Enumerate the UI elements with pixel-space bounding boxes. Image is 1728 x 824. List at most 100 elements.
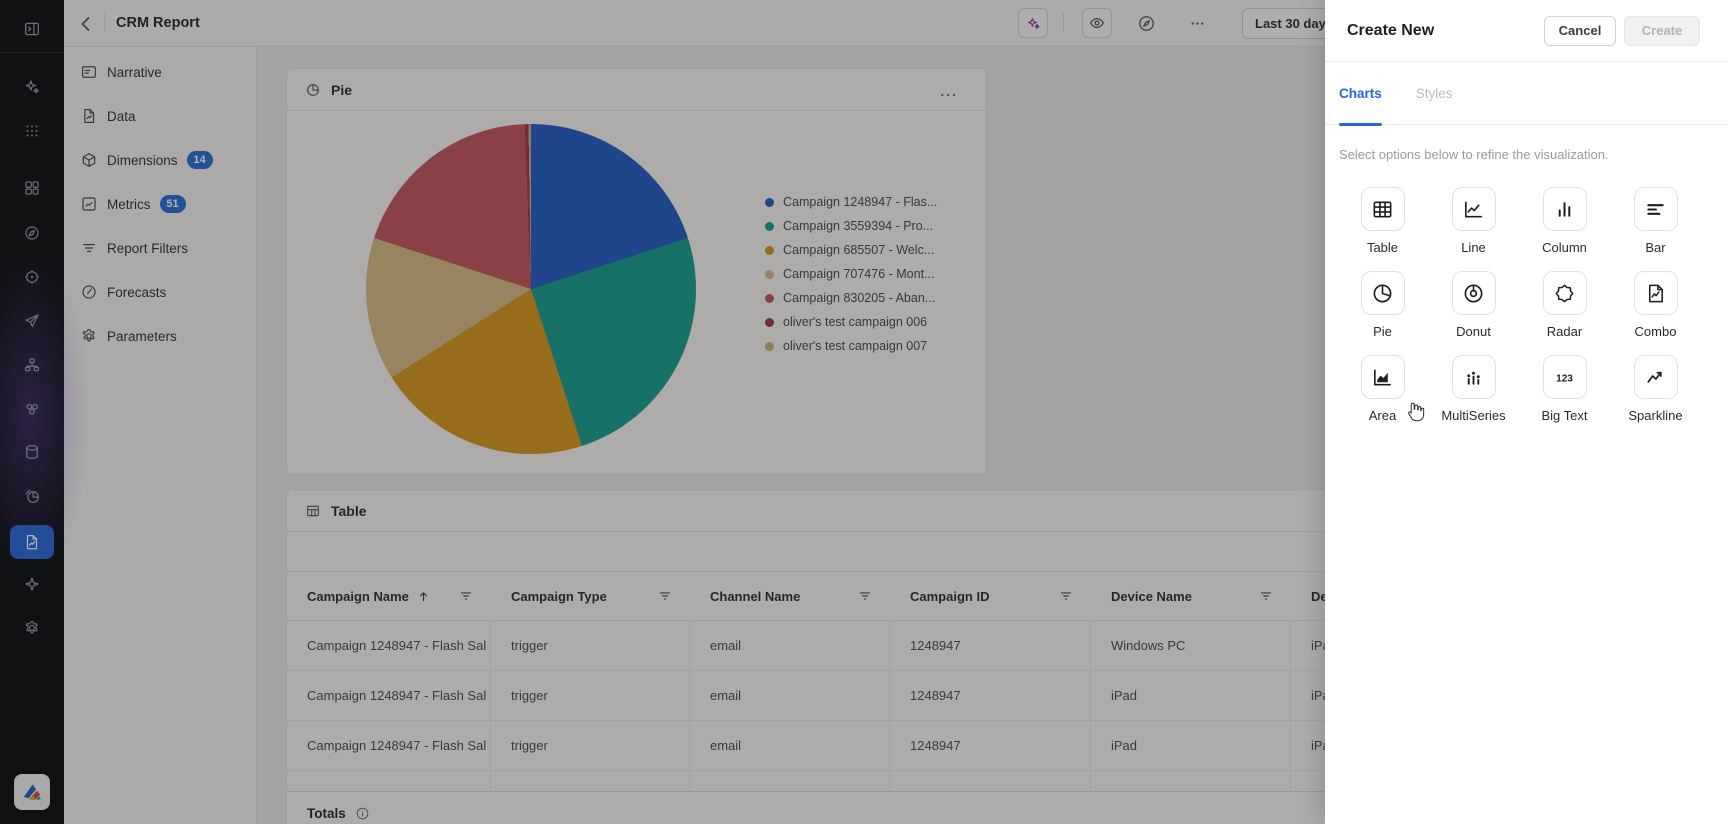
chart-type-area[interactable]: Area — [1337, 355, 1428, 439]
chart-type-radar[interactable]: Radar — [1519, 271, 1610, 355]
chart-type-grid: Table Line Column Bar Pie Donut — [1337, 187, 1701, 439]
chart-type-bar[interactable]: Bar — [1610, 187, 1701, 271]
legend-item[interactable]: Campaign 3559394 - Pro... — [765, 214, 937, 238]
rail-item-report-active[interactable] — [10, 525, 54, 559]
pie-widget-title: Pie — [331, 81, 353, 98]
panel-tabs: Charts Styles — [1325, 62, 1728, 126]
chart-type-line[interactable]: Line — [1428, 187, 1519, 271]
metrics-count-badge: 51 — [159, 195, 186, 213]
data-grid: Campaign Name Campaign Type Channel Name… — [287, 571, 1461, 821]
column-header-channel-name[interactable]: Channel Name — [690, 572, 890, 620]
table-row[interactable]: Campaign 1248947 - Flash Sal trigger ema… — [287, 721, 1461, 771]
back-chevron-icon[interactable] — [74, 12, 98, 36]
column-header-clipped[interactable]: De — [1311, 588, 1328, 604]
legend-item[interactable]: Campaign 1248947 - Flas... — [765, 190, 937, 214]
pie-chart[interactable] — [366, 124, 696, 454]
sidebar-item-forecasts[interactable]: Forecasts — [64, 277, 256, 307]
legend-swatch — [765, 317, 774, 327]
target-icon[interactable] — [23, 268, 41, 286]
app-grid-icon[interactable] — [23, 122, 41, 140]
chart-type-table[interactable]: Table — [1337, 187, 1428, 271]
chart-type-donut[interactable]: Donut — [1428, 271, 1519, 355]
area-chart-icon — [1360, 355, 1405, 399]
table-widget-header: Table — [287, 490, 1459, 532]
filter-icon[interactable] — [459, 589, 473, 603]
database-icon[interactable] — [23, 443, 41, 461]
filter-icon[interactable] — [1259, 589, 1273, 603]
pie-report-icon[interactable] — [23, 487, 41, 505]
narrative-icon — [82, 66, 96, 78]
ai-sparkle-button[interactable] — [1018, 8, 1048, 38]
chart-type-pie[interactable]: Pie — [1337, 271, 1428, 355]
legend-item[interactable]: Campaign 685507 - Welc... — [765, 238, 937, 262]
pie-legend: Campaign 1248947 - Flas... Campaign 3559… — [765, 190, 937, 358]
filter-lines-icon — [83, 243, 95, 253]
legend-swatch — [765, 245, 774, 255]
chart-type-combo[interactable]: Combo — [1610, 271, 1701, 355]
pie-widget: Pie ... Campaign 1248947 - Flas... Campa… — [286, 68, 987, 475]
tab-charts[interactable]: Charts — [1339, 62, 1382, 126]
table-row[interactable]: Campaign 1248947 - Flash Sal trigger ema… — [287, 671, 1461, 721]
filter-icon[interactable] — [1059, 589, 1073, 603]
bar-chart-icon — [1633, 187, 1678, 231]
sidebar-label: Parameters — [107, 328, 177, 344]
hierarchy-icon[interactable] — [23, 356, 41, 374]
chart-type-column[interactable]: Column — [1519, 187, 1610, 271]
info-icon[interactable] — [355, 806, 370, 821]
chart-type-big-text[interactable]: 123 Big Text — [1519, 355, 1610, 439]
cancel-button[interactable]: Cancel — [1544, 15, 1616, 46]
preview-eye-button[interactable] — [1082, 8, 1112, 38]
totals-row: Totals — [287, 791, 1461, 824]
filter-icon[interactable] — [858, 589, 872, 603]
send-icon[interactable] — [23, 312, 41, 330]
sidebar-item-parameters[interactable]: Parameters — [64, 321, 256, 351]
panel-header: Create New Cancel Create — [1325, 0, 1728, 62]
table-row[interactable]: Campaign 1248947 - Flash Sal trigger ema… — [287, 621, 1461, 671]
compass-icon[interactable] — [23, 224, 41, 242]
create-new-panel: Create New Cancel Create Charts Styles S… — [1325, 0, 1728, 824]
filter-icon[interactable] — [658, 589, 672, 603]
pie-widget-header: Pie — [287, 69, 986, 111]
legend-item[interactable]: oliver's test campaign 006 — [765, 310, 937, 334]
collapse-panel-icon[interactable] — [23, 20, 41, 38]
report-document-icon — [26, 534, 38, 550]
table-icon — [307, 505, 319, 516]
panel-title: Create New — [1347, 21, 1435, 39]
rail-divider — [0, 52, 64, 53]
tab-styles[interactable]: Styles — [1415, 85, 1453, 101]
sidebar-item-dimensions[interactable]: Dimensions 14 — [64, 145, 256, 175]
legend-item[interactable]: Campaign 707476 - Mont... — [765, 262, 937, 286]
column-header-campaign-type[interactable]: Campaign Type — [491, 572, 690, 620]
sort-asc-icon[interactable] — [417, 590, 430, 603]
sidebar-item-report-filters[interactable]: Report Filters — [64, 233, 256, 263]
settings-gear-icon[interactable] — [23, 619, 41, 637]
radar-chart-icon — [1542, 271, 1587, 315]
topbar-divider-2 — [1063, 13, 1064, 33]
create-button[interactable]: Create — [1624, 15, 1700, 46]
chart-type-sparkline[interactable]: Sparkline — [1610, 355, 1701, 439]
big-text-icon: 123 — [1542, 355, 1587, 399]
legend-item[interactable]: Campaign 830205 - Aban... — [765, 286, 937, 310]
pie-widget-more-button[interactable]: ... — [940, 83, 958, 99]
sidebar-label: Forecasts — [107, 284, 167, 300]
legend-item[interactable]: oliver's test campaign 007 — [765, 334, 937, 358]
dimensions-count-badge: 14 — [186, 151, 213, 169]
sidebar-item-metrics[interactable]: Metrics 51 — [64, 189, 256, 219]
column-header-campaign-name[interactable]: Campaign Name — [287, 572, 491, 620]
sidebar-item-data[interactable]: Data — [64, 101, 256, 131]
column-header-campaign-id[interactable]: Campaign ID — [890, 572, 1091, 620]
brand-logo[interactable] — [14, 774, 50, 810]
explore-compass-icon[interactable] — [1137, 14, 1156, 33]
sidebar-item-narrative[interactable]: Narrative — [64, 57, 256, 87]
column-header-device-name[interactable]: Device Name — [1091, 572, 1291, 620]
segments-icon[interactable] — [23, 400, 41, 418]
chart-type-multiseries[interactable]: MultiSeries — [1428, 355, 1519, 439]
legend-swatch — [765, 341, 774, 351]
more-ellipsis-icon[interactable] — [1188, 14, 1207, 33]
multiseries-chart-icon — [1451, 355, 1496, 399]
sidebar-label: Narrative — [107, 64, 162, 80]
sparkle-icon[interactable] — [23, 575, 41, 593]
dashboard-icon[interactable] — [23, 179, 41, 197]
sparkles-icon[interactable] — [23, 78, 41, 96]
